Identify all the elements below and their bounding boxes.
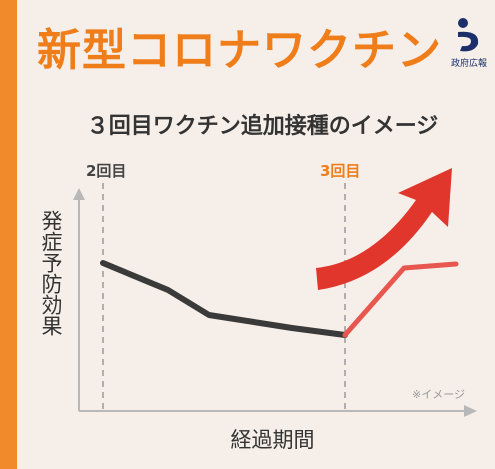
logo-text: 政府広報: [450, 59, 487, 69]
image-note: ※イメージ: [412, 388, 465, 401]
booster-efficacy-line: [342, 261, 459, 338]
x-axis-arrowhead: [464, 405, 477, 417]
dose3-label: 3回目: [320, 162, 361, 180]
government-pr-logo: 政府広報: [448, 16, 490, 72]
y-axis-arrowhead: [73, 188, 85, 200]
declining-efficacy-line: [100, 260, 348, 338]
left-accent-bar: [0, 0, 17, 469]
page-title: 新型コロナワクチン: [37, 25, 442, 76]
y-axis-label: 発症予防効果: [39, 210, 63, 336]
infographic-subtitle: ３回目ワクチン追加接種のイメージ: [86, 114, 439, 139]
x-axis-label: 経過期間: [230, 428, 315, 452]
upward-arrow-icon: [316, 168, 452, 290]
government-pr-logo-icon: [458, 18, 479, 52]
dose2-label: 2回目: [86, 162, 127, 180]
